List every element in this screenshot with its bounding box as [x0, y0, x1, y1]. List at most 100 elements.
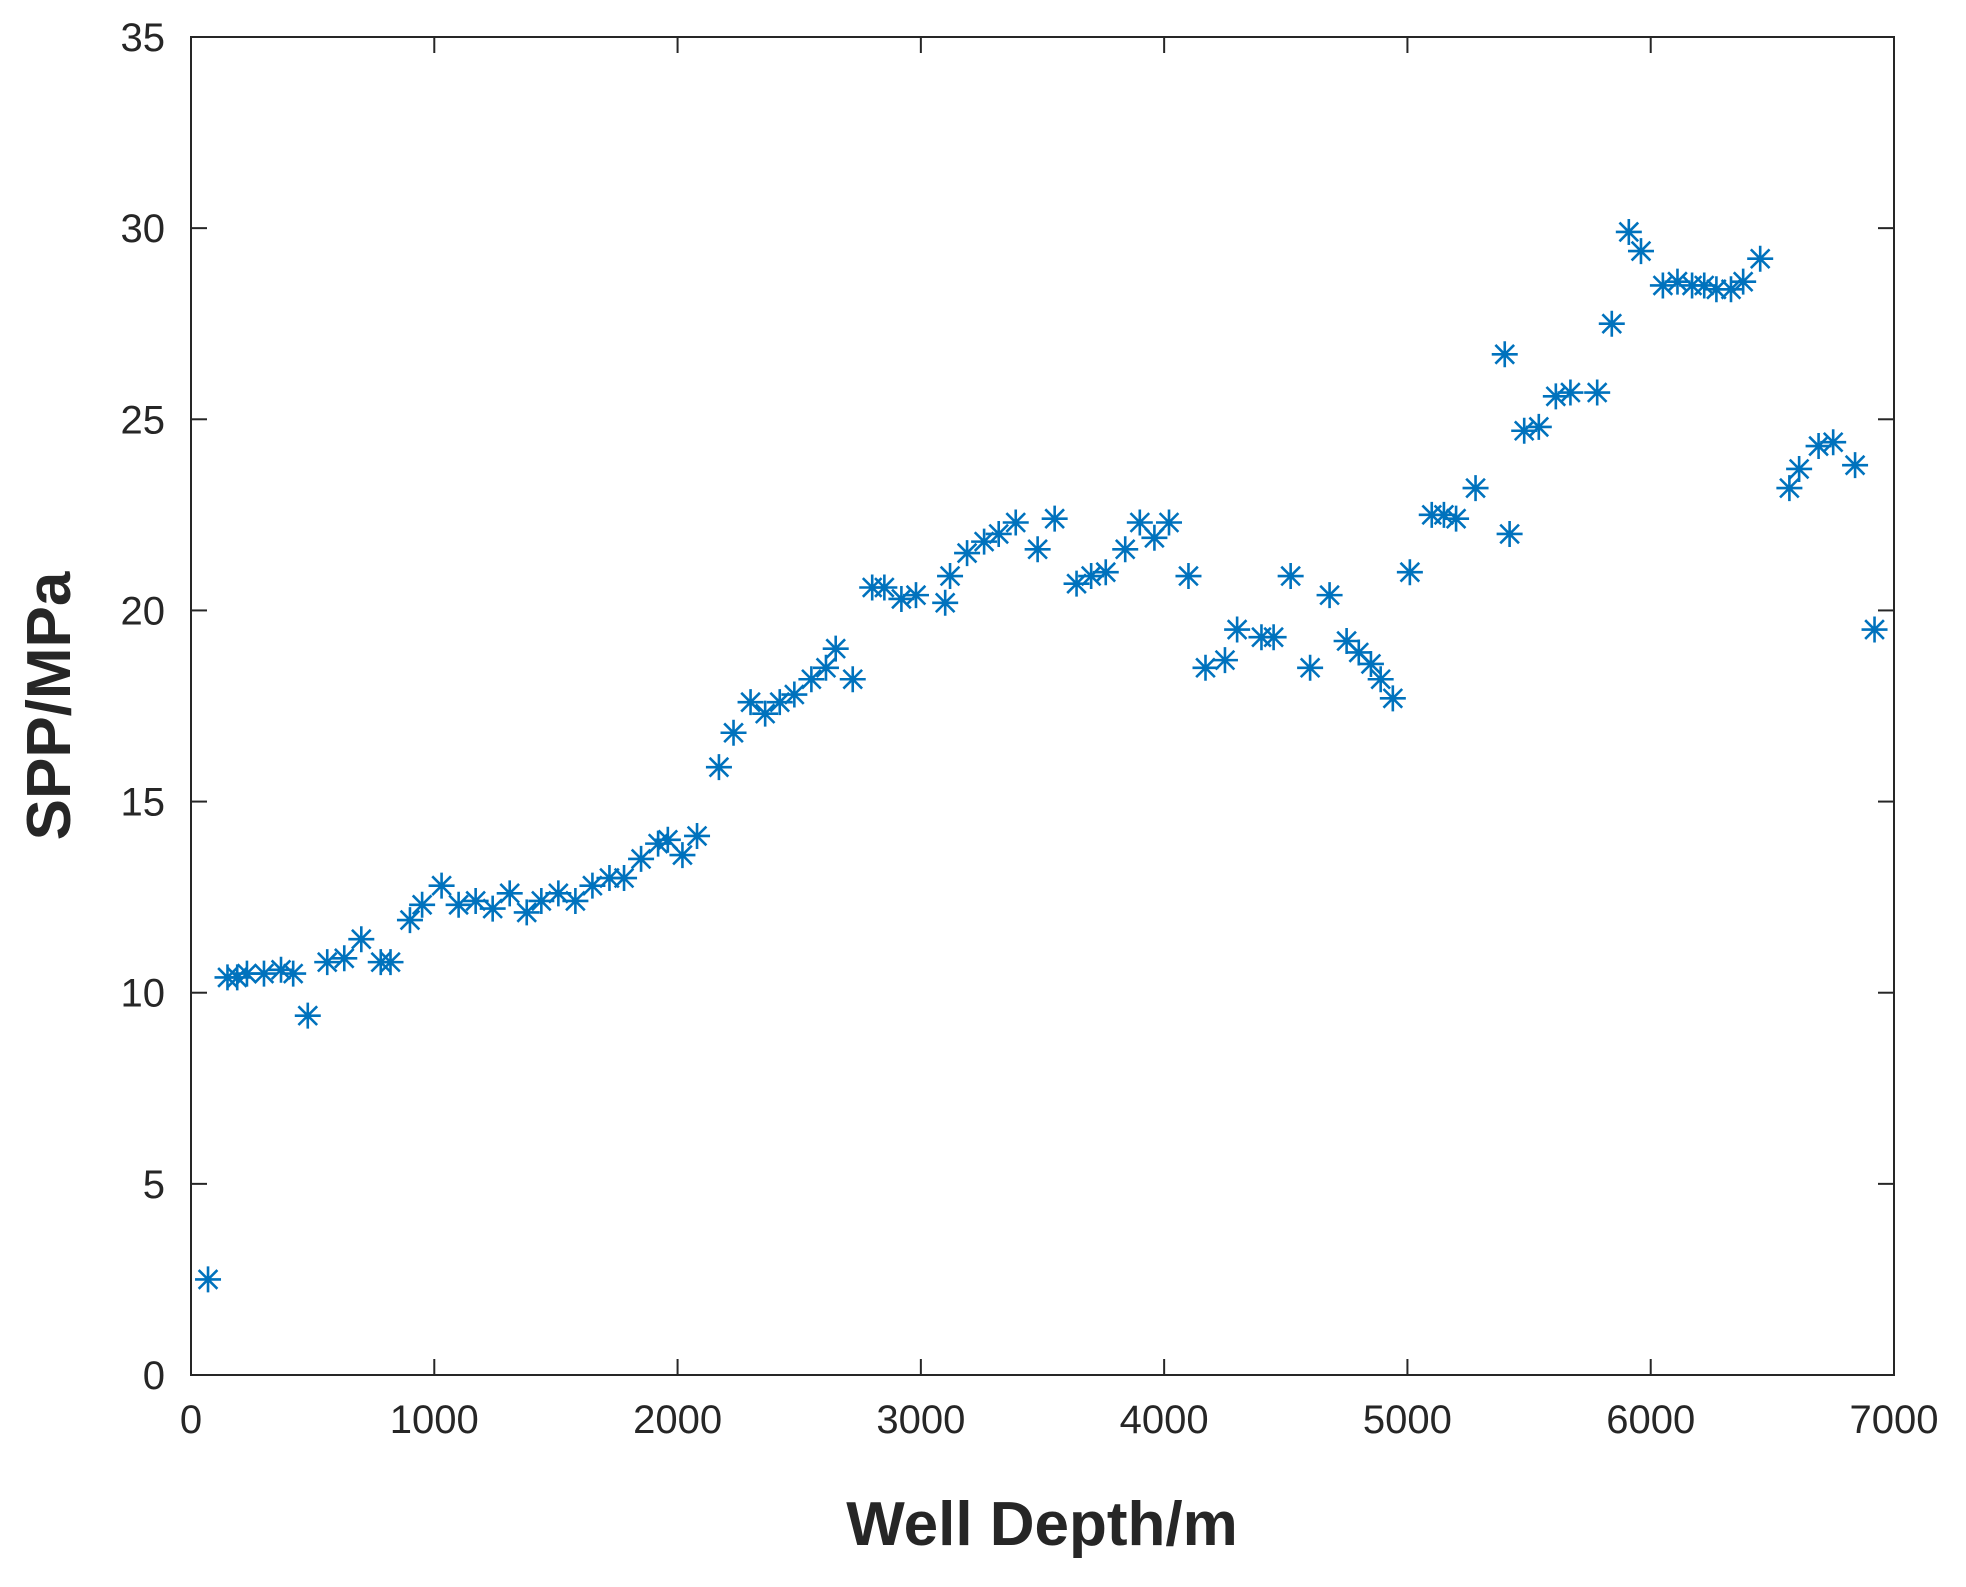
data-point-marker — [1063, 570, 1090, 597]
data-point-marker — [871, 574, 898, 601]
data-point-marker — [1776, 475, 1803, 502]
data-point-marker — [888, 585, 915, 612]
data-point-marker — [479, 895, 506, 922]
data-point-marker — [545, 880, 572, 907]
data-point-marker — [954, 540, 981, 567]
data-point-marker — [496, 880, 523, 907]
data-point-marker — [1156, 509, 1183, 536]
data-point-marker — [1747, 245, 1774, 272]
data-point-marker — [1126, 509, 1153, 536]
data-point-marker — [684, 822, 711, 849]
data-point-marker — [766, 689, 793, 716]
y-tick-label: 5 — [143, 1163, 165, 1207]
data-point-marker — [1224, 616, 1251, 643]
y-axis-title: SPP/MPa — [15, 571, 84, 840]
data-point-marker — [250, 960, 277, 987]
data-point-marker — [1112, 536, 1139, 563]
data-point-marker — [1078, 563, 1105, 590]
data-point-marker — [1345, 639, 1372, 666]
data-point-marker — [1627, 238, 1654, 265]
data-point-marker — [1041, 505, 1068, 532]
data-markers — [195, 218, 1888, 1293]
data-point-marker — [839, 666, 866, 693]
data-point-marker — [377, 949, 404, 976]
y-tick-label: 10 — [121, 972, 166, 1016]
data-point-marker — [445, 891, 472, 918]
data-point-marker — [1664, 268, 1691, 295]
data-point-marker — [1192, 654, 1219, 681]
y-tick-labels: 0 5 10 15 20 25 30 35 — [121, 16, 166, 1398]
data-point-marker — [1718, 276, 1744, 303]
data-point-marker — [331, 945, 358, 972]
plot-area — [190, 36, 1895, 1376]
x-tick-label: 4000 — [1120, 1398, 1209, 1442]
y-tick-label: 35 — [121, 16, 166, 60]
data-point-marker — [1277, 563, 1304, 590]
data-point-marker — [1430, 501, 1457, 528]
data-point-marker — [1211, 647, 1238, 674]
data-point-marker — [1443, 505, 1470, 532]
data-point-marker — [812, 654, 839, 681]
data-point-marker — [314, 949, 341, 976]
data-point-marker — [294, 1002, 321, 1029]
data-point-marker — [428, 872, 455, 899]
data-point-marker — [822, 635, 849, 662]
data-point-marker — [462, 887, 489, 914]
data-point-marker — [596, 865, 623, 892]
data-point-marker — [1598, 310, 1625, 337]
data-point-marker — [737, 689, 764, 716]
data-point-marker — [513, 899, 540, 926]
y-tick-label: 20 — [121, 589, 166, 633]
x-tick-labels: 0 1000 2000 3000 4000 5000 6000 7000 — [180, 1398, 1939, 1442]
y-tick-label: 0 — [143, 1354, 165, 1398]
data-point-marker — [233, 960, 260, 987]
data-point-marker — [781, 681, 808, 708]
data-point-marker — [1092, 559, 1119, 586]
data-point-marker — [1333, 628, 1360, 655]
data-point-marker — [1260, 624, 1287, 651]
x-axis-title: Well Depth/m — [846, 1490, 1238, 1559]
data-point-marker — [902, 582, 929, 609]
x-tick-label: 2000 — [633, 1398, 722, 1442]
data-point-marker — [937, 563, 964, 590]
x-tick-label: 5000 — [1363, 1398, 1452, 1442]
data-point-marker — [1024, 536, 1051, 563]
data-point-marker — [280, 960, 307, 987]
data-point-marker — [1649, 272, 1676, 299]
data-point-marker — [669, 842, 696, 869]
data-point-marker — [1861, 616, 1888, 643]
data-point-marker — [1379, 685, 1406, 712]
data-point-marker — [1511, 417, 1538, 444]
data-point-marker — [798, 666, 825, 693]
data-point-marker — [224, 964, 251, 991]
data-point-marker — [1786, 455, 1813, 482]
data-point-marker — [1805, 433, 1832, 460]
data-point-marker — [628, 845, 655, 872]
data-point-marker — [611, 865, 638, 892]
data-point-marker — [579, 872, 606, 899]
data-point-marker — [1820, 429, 1847, 456]
data-point-marker — [396, 907, 423, 934]
data-point-marker — [1615, 218, 1642, 245]
data-point-marker — [1297, 654, 1324, 681]
data-point-marker — [752, 700, 779, 727]
data-point-marker — [1557, 379, 1584, 406]
data-point-marker — [268, 956, 295, 983]
data-point-marker — [195, 1266, 222, 1293]
data-point-marker — [1584, 379, 1611, 406]
data-point-marker — [1316, 582, 1343, 609]
y-tick-label: 15 — [121, 781, 166, 825]
data-point-marker — [1396, 559, 1423, 586]
data-point-marker — [1357, 650, 1384, 677]
data-point-marker — [720, 719, 747, 746]
data-point-marker — [654, 826, 681, 853]
y-tick-label: 25 — [121, 398, 166, 442]
y-tick-label: 30 — [121, 207, 166, 251]
x-tick-label: 6000 — [1606, 1398, 1695, 1442]
data-point-marker — [985, 520, 1012, 547]
data-point-marker — [1703, 276, 1730, 303]
data-point-marker — [1842, 452, 1869, 479]
data-point-marker — [1141, 524, 1168, 551]
x-tick-label: 0 — [180, 1398, 202, 1442]
